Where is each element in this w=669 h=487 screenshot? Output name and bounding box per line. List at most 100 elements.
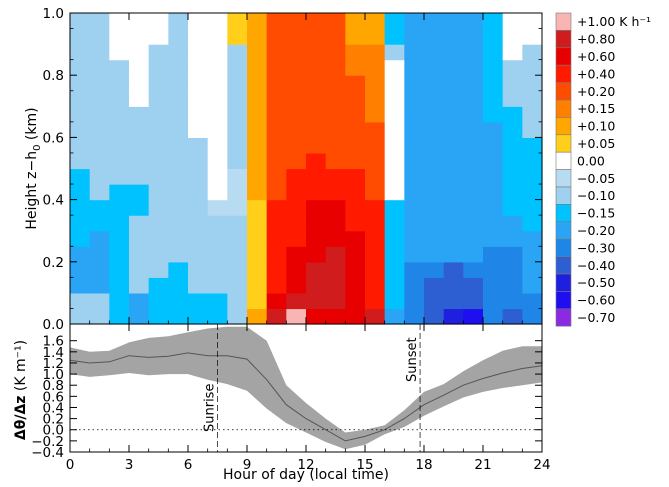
xtick-label: 21 xyxy=(474,457,491,473)
heatmap-cell xyxy=(148,152,169,170)
heatmap-cell xyxy=(384,308,405,325)
heatmap-cell xyxy=(168,59,189,76)
heatmap-cell xyxy=(207,121,228,138)
heatmap-cell xyxy=(188,106,209,123)
legend-label: +0.05 xyxy=(577,136,615,151)
heatmap-cell xyxy=(168,292,189,310)
heatmap-cell xyxy=(483,215,504,232)
heatmap-cell xyxy=(227,184,248,201)
heatmap-cell xyxy=(109,246,130,263)
heatmap-cell xyxy=(148,59,169,76)
heatmap-cell xyxy=(463,292,484,310)
heatmap-cell xyxy=(463,168,484,185)
heatmap-cell xyxy=(227,168,248,185)
heatmap-cell xyxy=(404,152,425,170)
heatmap-cell xyxy=(384,230,405,247)
heatmap-cell xyxy=(502,121,523,138)
heatmap-cell xyxy=(325,308,346,325)
heatmap-cell xyxy=(384,152,405,170)
heatmap-cell xyxy=(168,106,189,123)
heatmap-cell xyxy=(424,28,445,45)
heatmap-cell xyxy=(325,215,346,232)
heatmap-cell xyxy=(384,44,405,61)
heatmap-cell xyxy=(227,292,248,310)
heatmap-cell xyxy=(502,59,523,76)
heatmap-cell xyxy=(404,215,425,232)
heatmap-cell xyxy=(207,44,228,61)
heatmap-cell xyxy=(148,277,169,294)
heatmap-cell xyxy=(463,75,484,92)
heatmap-cell xyxy=(168,90,189,107)
heatmap-cell xyxy=(168,44,189,61)
heatmap-cell xyxy=(424,246,445,263)
heatmap-cell xyxy=(148,137,169,154)
heatmap-cell xyxy=(502,44,523,61)
heatmap-cell xyxy=(384,137,405,154)
heatmap-cell xyxy=(522,292,543,310)
heatmap-cell xyxy=(109,13,130,30)
heatmap-cell xyxy=(266,230,287,247)
heatmap-cell xyxy=(522,230,543,247)
heatmap-cell xyxy=(247,152,268,170)
heatmap-cell xyxy=(345,13,366,30)
heatmap-cell xyxy=(463,261,484,278)
heatmap-cell xyxy=(247,246,268,263)
heatmap-cell xyxy=(306,13,327,30)
heatmap-cell xyxy=(483,90,504,107)
heatmap-cell xyxy=(207,230,228,247)
heatmap-cell xyxy=(483,75,504,92)
gradient-ytick-label: 0.2 xyxy=(43,412,64,428)
heatmap-cell xyxy=(424,168,445,185)
heatmap-cell xyxy=(463,137,484,154)
heatmap-cell xyxy=(70,28,91,45)
heatmap-cell xyxy=(483,308,504,325)
heatmap-cell xyxy=(306,230,327,247)
heatmap-cell xyxy=(168,308,189,325)
heatmap-cell xyxy=(89,261,110,278)
legend-label: +0.40 xyxy=(577,66,615,81)
heatmap-cell xyxy=(89,90,110,107)
heatmap-cell xyxy=(129,292,150,310)
heatmap-cell xyxy=(109,59,130,76)
heatmap-cell xyxy=(365,292,386,310)
heatmap-cell xyxy=(443,246,464,263)
heatmap-cell xyxy=(207,137,228,154)
heatmap-cell xyxy=(70,152,91,170)
heatmap-cell xyxy=(109,308,130,325)
heatmap-cell xyxy=(207,292,228,310)
heatmap-cell xyxy=(247,261,268,278)
heatmap-cell xyxy=(227,215,248,232)
heatmap-cell xyxy=(247,44,268,61)
heatmap-cell xyxy=(148,106,169,123)
heatmap-cell xyxy=(207,199,228,216)
heatmap-cell xyxy=(207,75,228,92)
heatmap-cell xyxy=(188,59,209,76)
heatmap-cell xyxy=(168,121,189,138)
heatmap-cell xyxy=(443,292,464,310)
heatmap-cell xyxy=(404,230,425,247)
heatmap-cell xyxy=(522,308,543,325)
legend-swatch xyxy=(555,291,572,310)
heatmap-cell xyxy=(188,75,209,92)
heatmap-cell xyxy=(109,90,130,107)
xtick-label: 18 xyxy=(415,457,432,473)
heatmap-cell xyxy=(325,277,346,294)
heatmap-cell xyxy=(345,261,366,278)
heatmap-cell xyxy=(207,246,228,263)
gradient-ytick-label: 0.0 xyxy=(43,423,64,439)
heatmap-cell xyxy=(325,230,346,247)
heatmap-cell xyxy=(89,308,110,325)
heatmap-cell xyxy=(286,137,307,154)
heatmap-cell xyxy=(227,59,248,76)
heatmap-cell xyxy=(266,292,287,310)
heatmap-cell xyxy=(247,13,268,30)
heatmap-cell xyxy=(89,28,110,45)
heatmap-cell xyxy=(247,59,268,76)
heatmap-cell xyxy=(188,246,209,263)
heatmap-cell xyxy=(404,106,425,123)
heatmap-cell xyxy=(266,168,287,185)
heatmap-cell xyxy=(325,168,346,185)
heatmap-cell xyxy=(168,28,189,45)
heatmap-cell xyxy=(266,44,287,61)
axes: 0.00.20.40.60.81.0−0.4−0.20.00.20.40.60.… xyxy=(13,6,551,483)
